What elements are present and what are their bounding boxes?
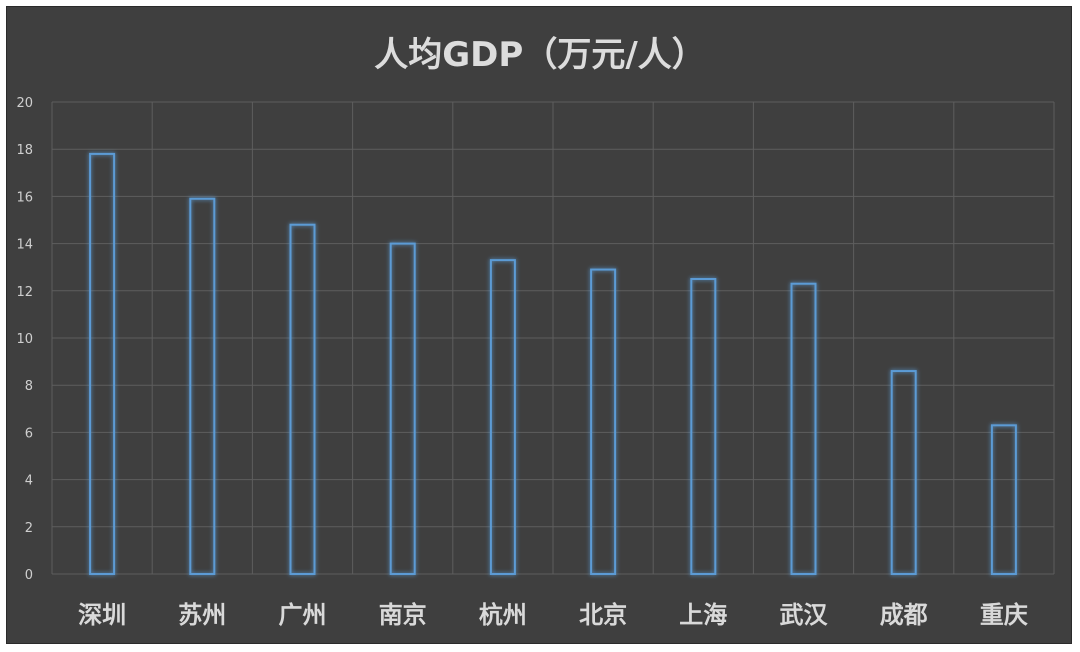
x-category-label: 深圳 [78, 601, 126, 629]
x-category-label: 苏州 [178, 601, 226, 629]
y-tick-label: 6 [25, 426, 33, 441]
x-category-label: 北京 [579, 601, 627, 629]
y-tick-label: 18 [16, 143, 33, 158]
y-axis-ticks: 0 2 4 6 8 10 12 14 16 18 20 [16, 96, 33, 583]
x-axis-labels: 深圳 苏州 广州 南京 杭州 北京 上海 武汉 成都 重庆 [78, 601, 1028, 629]
x-category-label: 南京 [379, 601, 427, 629]
bar-9 [990, 424, 1017, 575]
x-category-label: 重庆 [980, 601, 1028, 629]
bar-7 [790, 282, 817, 575]
y-tick-label: 8 [25, 379, 33, 394]
bars [89, 152, 1017, 576]
x-category-label: 广州 [279, 601, 327, 629]
x-category-label: 杭州 [479, 601, 527, 629]
bar-5 [590, 268, 617, 575]
x-category-label: 上海 [679, 601, 727, 629]
bar-0 [89, 152, 116, 575]
y-tick-label: 16 [16, 190, 33, 205]
chart-title: 人均GDP（万元/人） [374, 35, 705, 75]
y-tick-label: 20 [16, 96, 33, 111]
y-tick-label: 2 [25, 521, 33, 536]
bar-3 [389, 242, 416, 575]
bar-6 [690, 278, 717, 575]
y-tick-label: 10 [16, 332, 33, 347]
bar-2 [289, 223, 316, 575]
y-tick-label: 4 [25, 474, 33, 489]
y-tick-label: 0 [25, 568, 33, 583]
y-tick-label: 12 [16, 285, 33, 300]
x-category-label: 成都 [880, 601, 928, 629]
grid-lines [51, 101, 1055, 575]
y-tick-label: 14 [16, 238, 33, 253]
chart-background [6, 6, 1072, 644]
bar-4 [489, 259, 516, 575]
bar-8 [890, 370, 917, 576]
bar-1 [189, 197, 216, 575]
x-category-label: 武汉 [780, 601, 829, 629]
